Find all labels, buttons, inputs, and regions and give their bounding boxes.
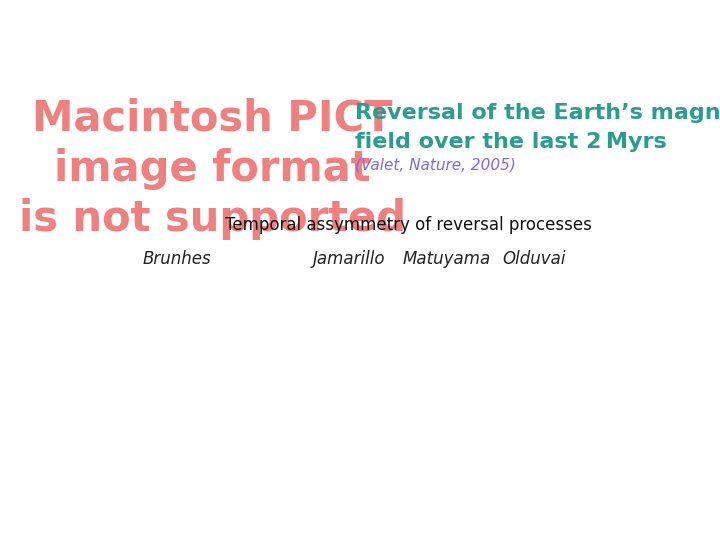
Text: is not supported: is not supported xyxy=(19,198,406,240)
Text: Temporal assymmetry of reversal processes: Temporal assymmetry of reversal processe… xyxy=(225,216,592,234)
Text: Brunhes: Brunhes xyxy=(142,250,211,268)
Text: Macintosh PICT: Macintosh PICT xyxy=(32,98,393,140)
Text: Jamarillo: Jamarillo xyxy=(313,250,386,268)
Text: Matuyama: Matuyama xyxy=(403,250,491,268)
Text: image format: image format xyxy=(55,148,371,190)
Text: Olduvai: Olduvai xyxy=(502,250,565,268)
Text: field over the last 2 Myrs: field over the last 2 Myrs xyxy=(355,132,667,152)
Text: (Valet, Nature, 2005): (Valet, Nature, 2005) xyxy=(355,157,516,172)
Text: Reversal of the Earth’s magnetic: Reversal of the Earth’s magnetic xyxy=(355,103,720,123)
